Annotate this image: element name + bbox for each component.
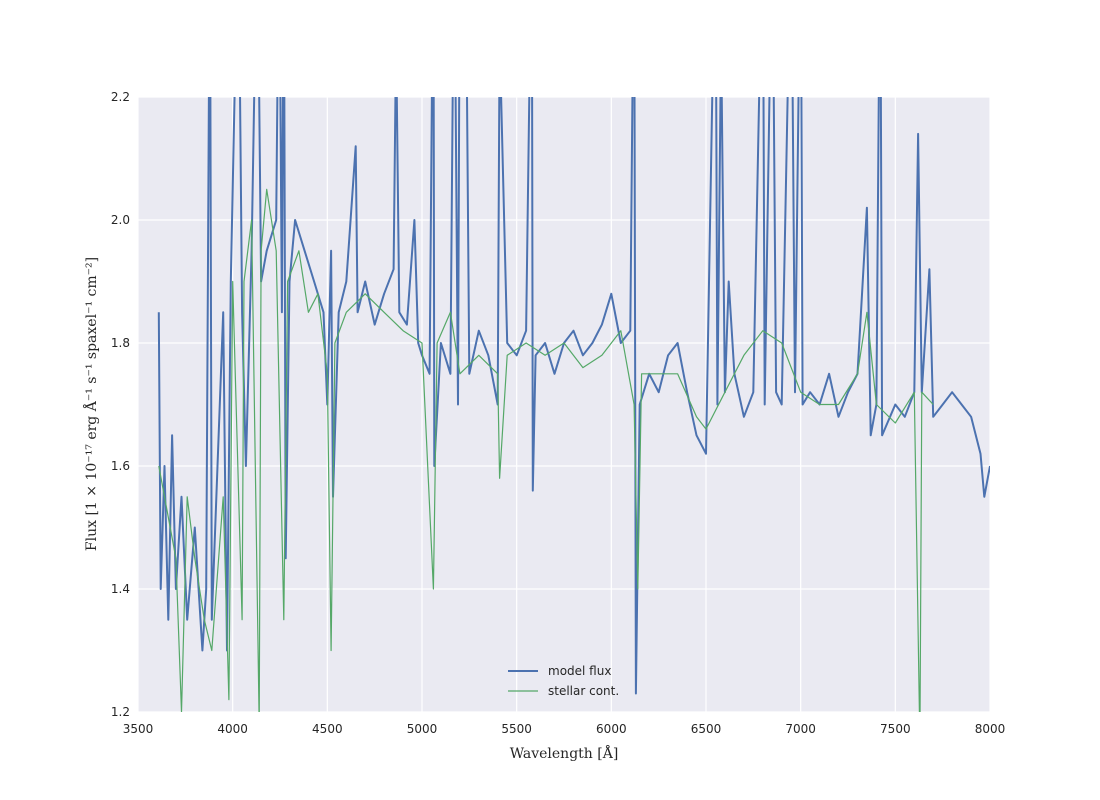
y-tick-label: 1.8 [111,336,130,350]
x-tick-label: 7500 [880,722,911,736]
x-tick-label: 5500 [501,722,532,736]
x-tick-label: 7000 [785,722,816,736]
x-axis-label: Wavelength [Å] [510,744,619,762]
x-tick-label: 4000 [217,722,248,736]
x-tick-label: 6500 [691,722,722,736]
x-tick-label: 4500 [312,722,343,736]
x-tick-label: 6000 [596,722,627,736]
y-tick-label: 2.0 [111,213,130,227]
y-tick-label: 2.2 [111,90,130,104]
y-tick-label: 1.6 [111,459,130,473]
y-tick-label: 1.2 [111,705,130,719]
plot-area [138,97,990,712]
series-line [158,188,934,712]
x-tick-label: 8000 [975,722,1006,736]
y-axis-label: Flux [1 × 10⁻¹⁷ erg Å⁻¹ s⁻¹ spaxel⁻¹ cm⁻… [82,257,100,551]
y-tick-label: 1.4 [111,582,130,596]
x-tick-label: 3500 [123,722,154,736]
legend-label: model flux [548,664,611,678]
legend-label: stellar cont. [548,684,619,698]
x-tick-label: 5000 [407,722,438,736]
